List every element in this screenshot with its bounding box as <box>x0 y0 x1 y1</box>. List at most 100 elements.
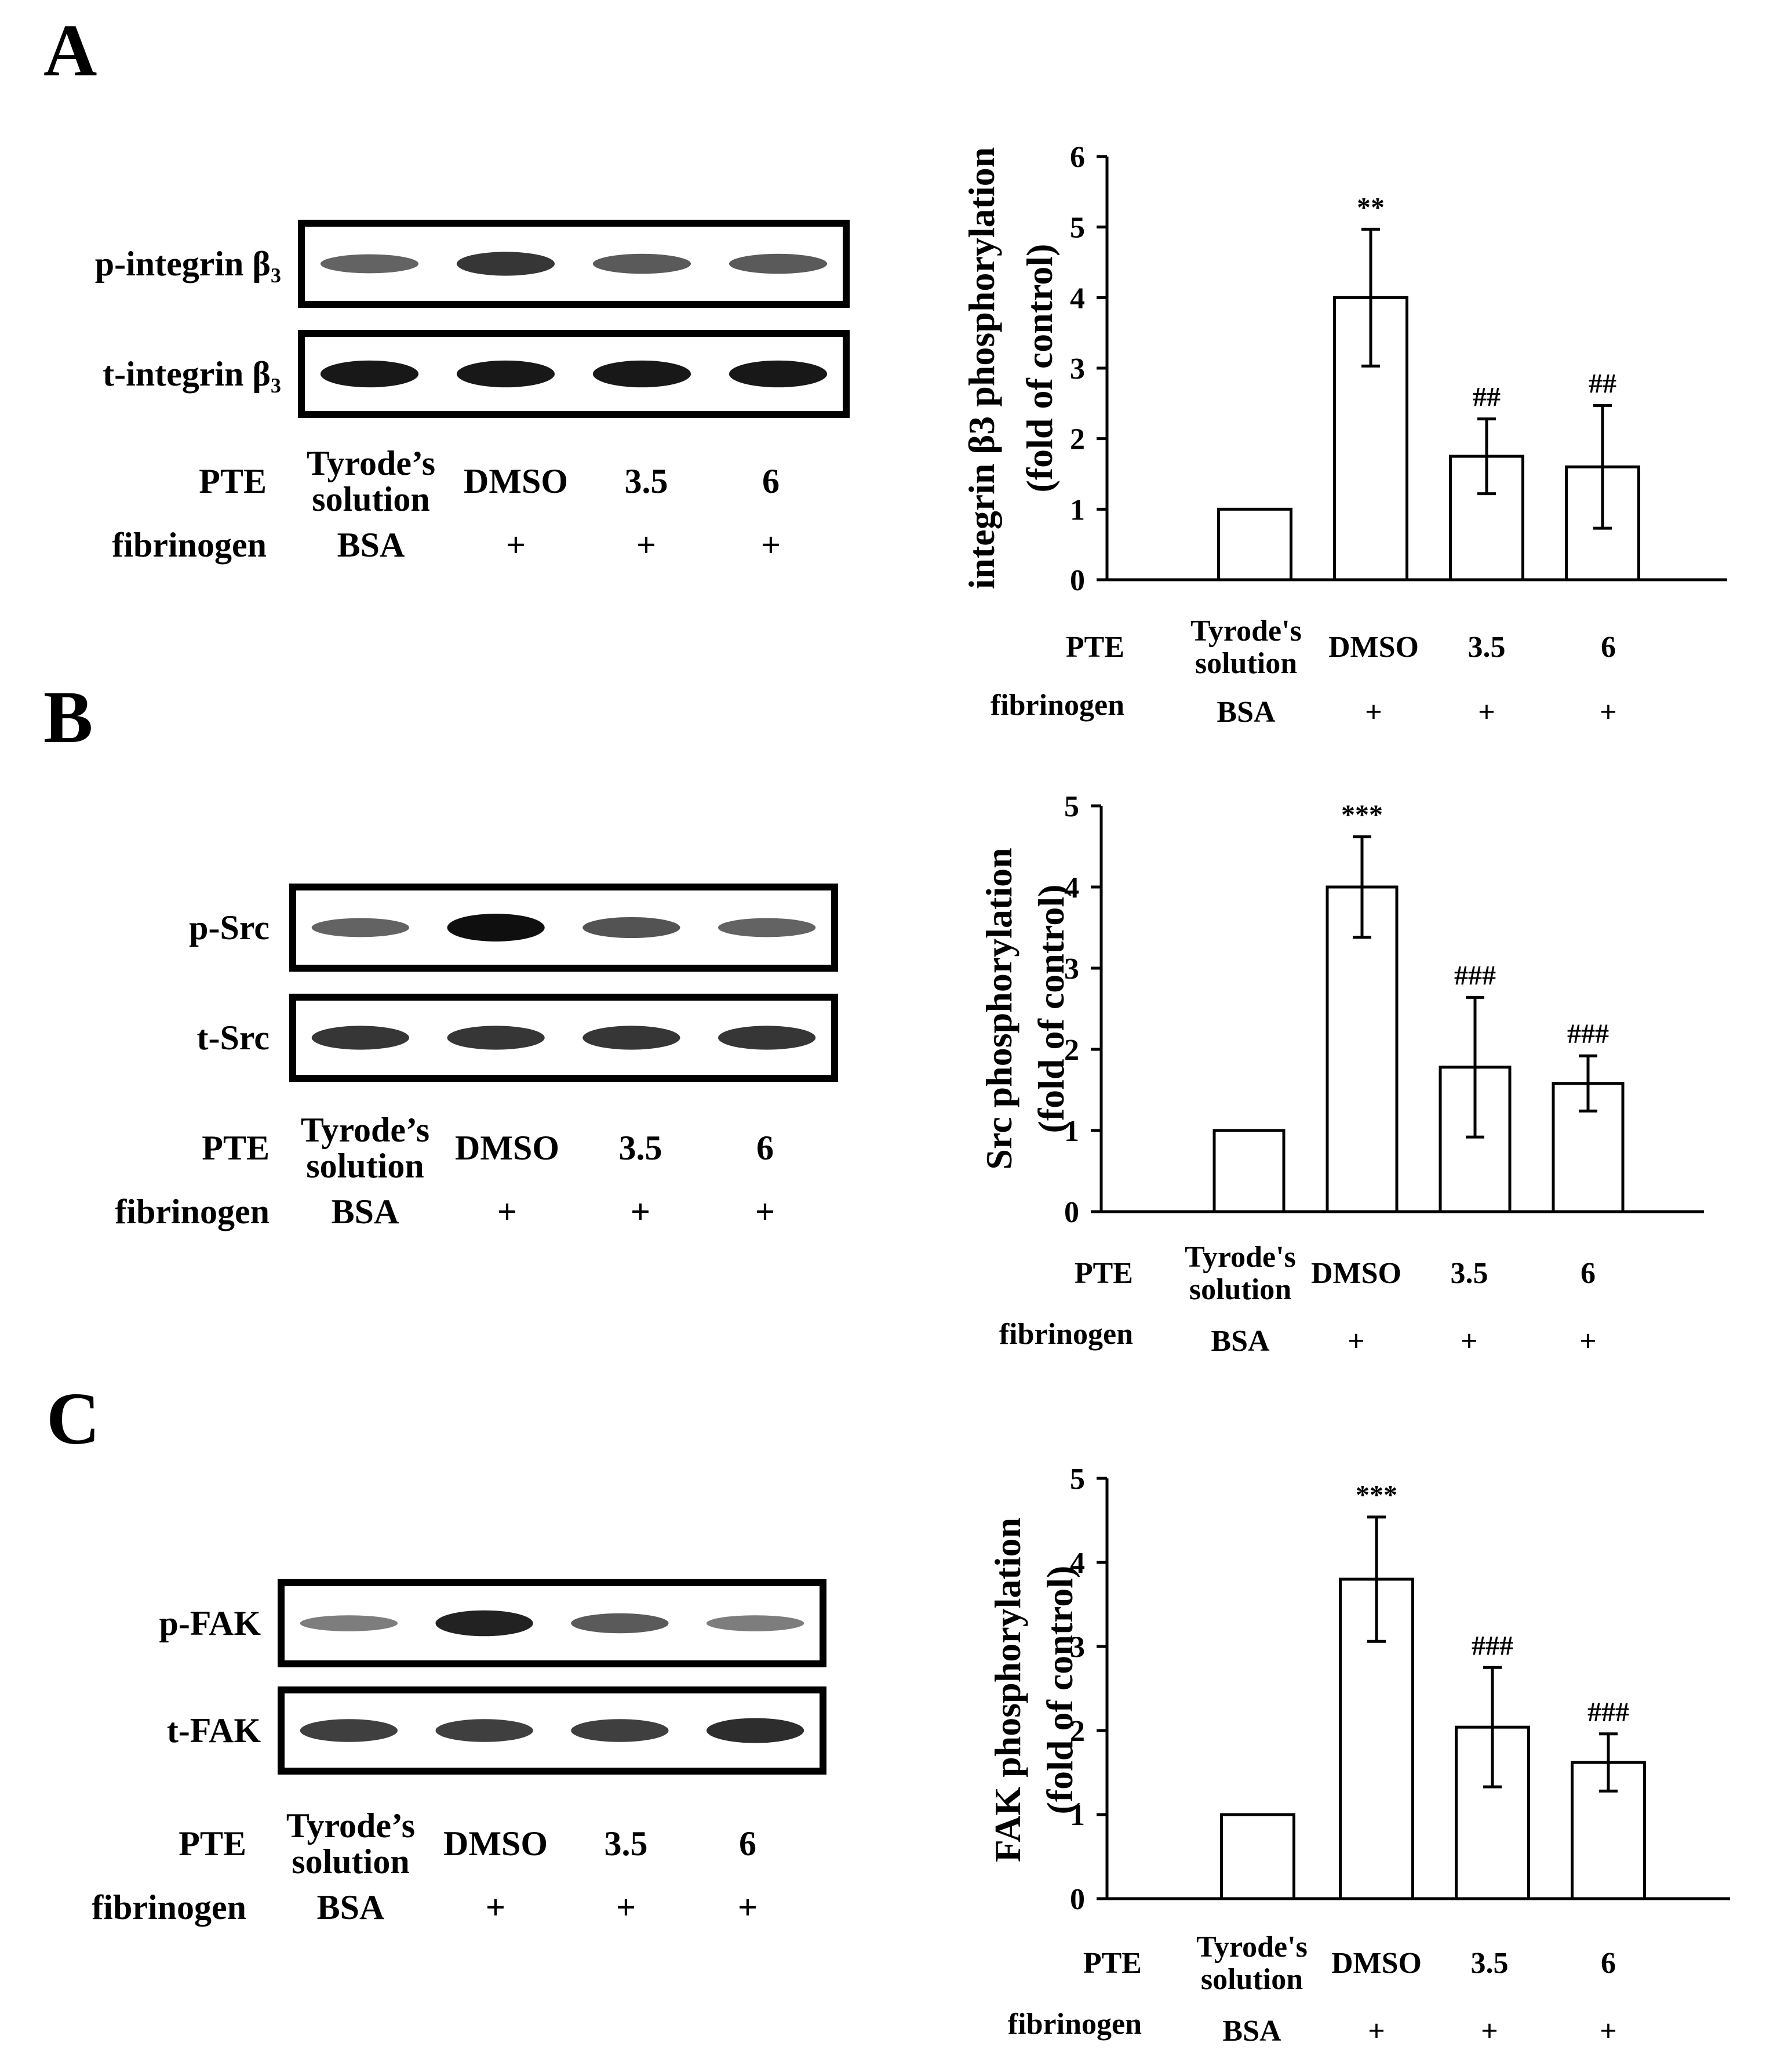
blot-row-label: p-FAK <box>159 1604 261 1642</box>
pte-condition: 3.5 <box>1471 1947 1509 1980</box>
y-tick-label: 3 <box>1070 1631 1085 1664</box>
y-axis-title: integrin β3 phosphorylation <box>961 147 1002 590</box>
pte-condition: Tyrode’s solution <box>286 1806 415 1881</box>
pte-label: PTE <box>1083 1947 1142 1980</box>
significance-label: *** <box>1356 1480 1397 1511</box>
blot-row: p-integrin β₃ <box>95 220 850 308</box>
y-tick-label: 0 <box>1070 564 1085 597</box>
blot-band <box>435 1610 533 1637</box>
pte-condition: 3.5 <box>619 1129 662 1167</box>
blot-band <box>729 360 828 388</box>
fibrinogen-condition: + <box>738 1888 758 1926</box>
pte-condition: DMSO <box>1311 1257 1401 1290</box>
bar-chart: 0 1 2 3 4 5 6 integrin β3 phosphorylation (fold … <box>961 141 1727 729</box>
fibrinogen-label: fibrinogen <box>999 1318 1133 1351</box>
pte-condition: 6 <box>1581 1257 1596 1290</box>
y-tick-label: 5 <box>1070 212 1085 245</box>
blot-band <box>320 360 419 388</box>
pte-condition: 6 <box>1601 1947 1616 1980</box>
blot-band <box>447 914 545 942</box>
blot-conditions: PTE fibrinogen Tyrode’s solution DMSO 3.5 6 BSA… <box>92 1806 758 1926</box>
panel-letter: B <box>43 676 93 758</box>
panel-c: Cp-FAK t-FAK PTE fibrinogen Tyrode’s solution… <box>46 1377 1730 2048</box>
bar-chart: 0 1 2 3 4 5 Src phosphorylation (fold of contro… <box>978 790 1704 1358</box>
blot-row: t-Src <box>196 994 838 1082</box>
fibrinogen-condition: BSA <box>1222 2015 1281 2048</box>
chart-conditions: PTE fibrinogen Tyrode's solution DMSO 3.5 6 BSA… <box>991 615 1617 729</box>
y-tick-label: 4 <box>1070 1547 1085 1580</box>
fibrinogen-condition: + <box>761 526 781 564</box>
fibrinogen-condition: + <box>486 1888 505 1926</box>
fibrinogen-label: fibrinogen <box>991 689 1124 722</box>
y-axis-title: (fold of control) <box>1019 244 1060 493</box>
blot-band <box>582 1026 680 1050</box>
fibrinogen-condition: + <box>755 1193 775 1231</box>
y-axis-title: FAK phosphorylation <box>987 1518 1028 1863</box>
fibrinogen-condition: + <box>636 526 656 564</box>
fibrinogen-label: fibrinogen <box>92 1888 246 1926</box>
pte-condition: Tyrode’s solution <box>307 444 435 518</box>
fibrinogen-condition: BSA <box>332 1193 399 1231</box>
significance-label: ### <box>1454 960 1496 991</box>
y-axis-title: (fold of control) <box>1030 885 1072 1133</box>
y-tick-label: 2 <box>1070 1715 1085 1748</box>
y-tick-label: 2 <box>1064 1034 1079 1067</box>
blot-band <box>571 1613 669 1634</box>
blot-band <box>592 253 691 274</box>
significance-label: ## <box>1473 382 1501 413</box>
fibrinogen-condition: + <box>506 526 526 564</box>
blot-band <box>311 918 410 937</box>
chart-conditions: PTE fibrinogen Tyrode's solution DMSO 3.5 6 BSA… <box>999 1241 1597 1358</box>
pte-label: PTE <box>1066 631 1124 664</box>
fibrinogen-label: fibrinogen <box>112 526 267 564</box>
panel-letter: A <box>43 9 97 92</box>
pte-condition: Tyrode's solution <box>1185 1241 1296 1306</box>
y-tick-label: 5 <box>1064 790 1079 823</box>
blot-band <box>435 1719 533 1742</box>
y-tick-label: 4 <box>1064 871 1079 904</box>
fibrinogen-condition: + <box>1368 2015 1385 2048</box>
pte-condition: 6 <box>762 462 780 500</box>
blot-row-label: p-integrin β₃ <box>95 245 281 283</box>
blot-band <box>582 917 680 939</box>
significance-label: *** <box>1341 799 1383 830</box>
significance-label: ## <box>1589 368 1616 399</box>
fibrinogen-condition: BSA <box>337 526 405 564</box>
blot-row-label: t-FAK <box>167 1711 261 1750</box>
fibrinogen-condition: BSA <box>317 1888 385 1926</box>
fibrinogen-condition: + <box>1478 696 1495 729</box>
y-tick-label: 1 <box>1070 493 1085 526</box>
blot-band <box>718 918 816 937</box>
y-tick-label: 1 <box>1064 1115 1079 1148</box>
y-tick-label: 1 <box>1070 1799 1085 1832</box>
pte-label: PTE <box>1075 1257 1133 1290</box>
fibrinogen-condition: + <box>1579 1325 1597 1358</box>
pte-condition: DMSO <box>1331 1947 1422 1980</box>
blot-row-label: t-integrin β₃ <box>103 355 281 393</box>
significance-label: ** <box>1357 192 1385 223</box>
blot-band <box>311 1026 410 1050</box>
fibrinogen-condition: BSA <box>1211 1325 1270 1358</box>
fibrinogen-condition: + <box>1461 1325 1478 1358</box>
pte-condition: 6 <box>756 1129 774 1167</box>
fibrinogen-condition: + <box>616 1888 636 1926</box>
significance-label: ### <box>1587 1697 1629 1728</box>
blot-band <box>592 360 691 388</box>
fibrinogen-condition: + <box>631 1193 650 1231</box>
y-tick-label: 3 <box>1070 352 1085 386</box>
pte-label: PTE <box>199 462 267 500</box>
blot-band <box>729 253 828 274</box>
bar <box>1217 507 1292 581</box>
bar <box>1212 1129 1286 1213</box>
blot-band <box>456 360 555 388</box>
y-tick-label: 5 <box>1070 1463 1085 1496</box>
pte-condition: DMSO <box>1328 631 1419 664</box>
bar-chart: 0 1 2 3 4 5 FAK phosphorylation (fold of contro… <box>987 1463 1730 2048</box>
pte-condition: 3.5 <box>625 462 668 500</box>
blot-band <box>447 1026 545 1050</box>
blot-band <box>706 1718 804 1743</box>
significance-label: ### <box>1567 1019 1609 1049</box>
blot-row: p-Src <box>189 884 838 972</box>
fibrinogen-condition: + <box>1348 1325 1365 1358</box>
